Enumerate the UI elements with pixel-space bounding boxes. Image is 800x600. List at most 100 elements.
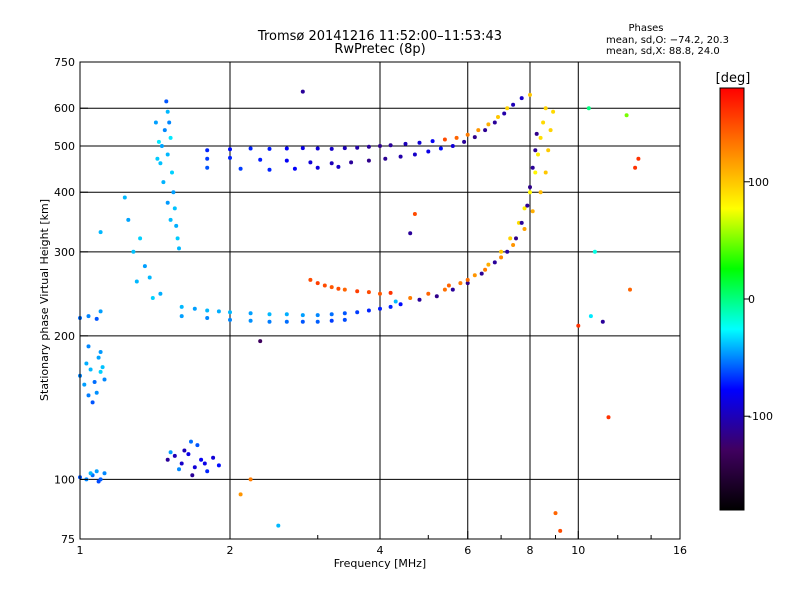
data-point [558, 528, 563, 533]
data-point [138, 236, 143, 241]
data-point [496, 115, 500, 119]
data-point [86, 344, 91, 349]
data-point [88, 471, 93, 476]
colorbar-label: [deg] [716, 71, 751, 86]
data-point [228, 310, 232, 315]
data-point [465, 281, 470, 286]
data-point [446, 283, 451, 288]
y-tick-label: 300 [54, 246, 75, 259]
data-point [238, 166, 243, 171]
data-point [248, 477, 253, 482]
data-point [284, 319, 289, 324]
data-point [267, 312, 272, 317]
data-point [530, 209, 535, 214]
data-point [165, 152, 170, 157]
plot-grid [80, 62, 680, 539]
data-point [177, 467, 181, 472]
data-point [546, 148, 551, 153]
x-tick-label: 2 [227, 544, 234, 557]
data-point [329, 285, 334, 290]
data-point [98, 309, 103, 314]
data-point [153, 120, 158, 125]
data-point [592, 249, 597, 254]
data-point [408, 296, 413, 300]
data-point [342, 287, 347, 292]
data-point [179, 461, 184, 466]
data-point [349, 160, 354, 165]
data-point [216, 463, 221, 468]
data-point [308, 160, 313, 165]
data-point [458, 281, 463, 286]
y-axis: 75 100 200 300 400 500 600 750 [54, 56, 88, 546]
data-point [94, 316, 99, 321]
data-point [548, 128, 553, 133]
colorbar-tick-label: 100 [748, 176, 769, 189]
colorbar-tick-label: 0 [748, 293, 755, 306]
data-point [122, 195, 127, 200]
data-point [412, 212, 417, 216]
data-point [165, 109, 170, 114]
data-point [228, 155, 232, 160]
data-point [378, 291, 382, 296]
data-point [499, 255, 504, 260]
data-points [78, 89, 641, 533]
data-point [366, 308, 371, 313]
data-point [499, 249, 504, 254]
data-point [519, 220, 524, 225]
data-point [543, 106, 548, 111]
data-point [388, 143, 393, 148]
data-point [177, 246, 181, 251]
data-point [628, 287, 632, 292]
data-point [82, 382, 87, 387]
data-point [576, 323, 581, 328]
x-tick-label: 6 [464, 544, 471, 557]
data-point [486, 262, 491, 267]
data-point [514, 236, 518, 241]
y-axis-label: Stationary phase Virtual Height [km] [38, 199, 51, 401]
data-point [174, 223, 179, 228]
data-point [170, 170, 174, 175]
data-point [522, 206, 527, 211]
data-point [511, 102, 516, 107]
data-point [329, 318, 334, 323]
data-point [284, 146, 289, 151]
data-point [168, 217, 173, 222]
data-point [472, 273, 477, 278]
data-point [284, 158, 289, 163]
data-point [165, 200, 170, 205]
data-point [175, 236, 180, 241]
data-point [553, 511, 558, 516]
data-point [588, 314, 593, 319]
data-point [172, 453, 177, 458]
data-point [624, 113, 629, 118]
data-point [426, 291, 431, 296]
data-point [98, 350, 103, 354]
data-point [292, 166, 297, 171]
data-point [434, 294, 439, 299]
data-point [516, 220, 521, 225]
data-point [284, 312, 289, 317]
data-point [179, 314, 184, 319]
data-point [378, 306, 382, 311]
data-point [486, 122, 491, 127]
data-point [179, 304, 184, 309]
y-tick-label: 75 [61, 533, 75, 546]
data-point [98, 369, 103, 374]
data-point [228, 147, 232, 152]
data-point [533, 148, 538, 153]
data-point [134, 279, 139, 284]
data-point [96, 479, 101, 484]
data-point [586, 106, 591, 111]
data-point [393, 299, 398, 304]
data-point [502, 111, 507, 116]
x-tick-label: 4 [377, 544, 384, 557]
data-point [525, 203, 530, 208]
data-point [248, 146, 253, 151]
data-point [534, 131, 539, 136]
data-point [633, 165, 638, 170]
stats-line-x: mean, sd,X: 88.8, 24.0 [606, 46, 720, 57]
data-point [438, 146, 443, 151]
data-point [228, 317, 232, 322]
data-point [216, 309, 221, 314]
